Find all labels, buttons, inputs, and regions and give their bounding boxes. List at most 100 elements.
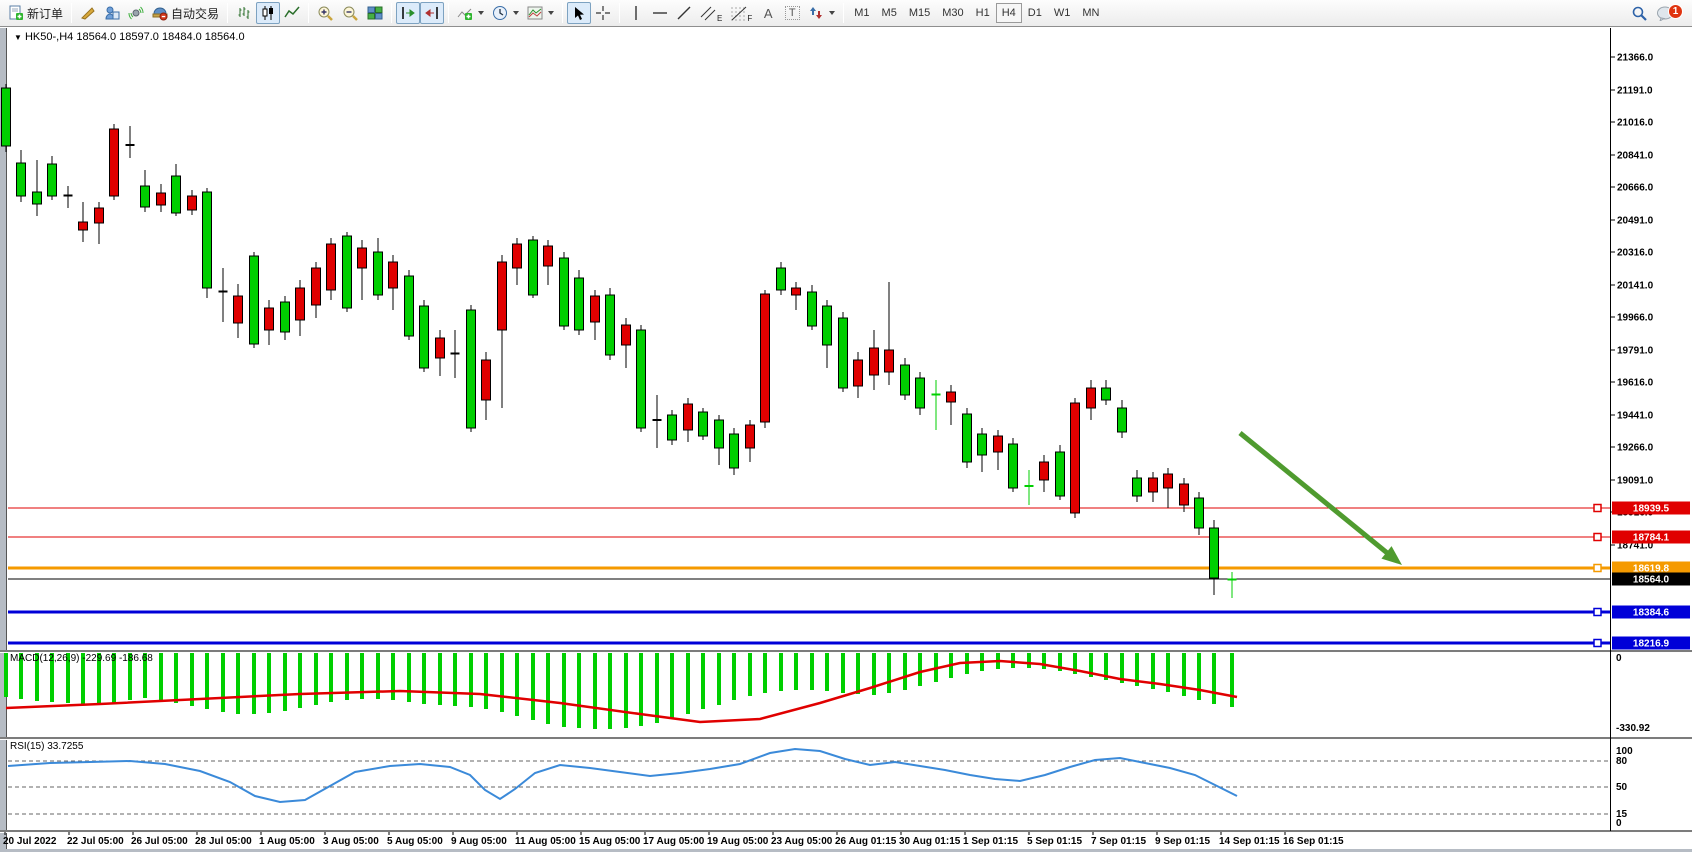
search-button[interactable] [1627, 2, 1652, 24]
line-chart-icon [284, 6, 300, 18]
templates-button[interactable] [523, 2, 558, 24]
svg-text:14 Sep 01:15: 14 Sep 01:15 [1219, 836, 1280, 847]
svg-text:19791.0: 19791.0 [1617, 346, 1654, 357]
timeframe-h4[interactable]: H4 [995, 3, 1022, 23]
text-label-icon: T [784, 6, 800, 20]
template-icon [527, 6, 543, 20]
market-watch-icon [81, 7, 95, 20]
separator [71, 3, 73, 23]
terminal-icon [128, 6, 144, 20]
collapse-triangle-icon: ▼ [14, 33, 22, 42]
notifications-button[interactable]: 1 [1652, 2, 1683, 24]
new-order-button[interactable]: 新订单 [4, 2, 67, 24]
chart-shift-button[interactable] [420, 2, 445, 24]
separator [448, 3, 450, 23]
horizontal-line-tool[interactable] [648, 2, 672, 24]
crosshair-button[interactable] [591, 2, 615, 24]
cursor-arrow-icon [575, 6, 585, 20]
zoom-in-button[interactable] [313, 2, 338, 24]
tile-windows-button[interactable] [363, 2, 387, 24]
svg-text:30 Aug 01:15: 30 Aug 01:15 [899, 836, 961, 847]
svg-text:5 Aug 05:00: 5 Aug 05:00 [387, 836, 443, 847]
channel-letter: E [717, 14, 723, 23]
main-toolbar: 新订单 自动交易 [0, 0, 1692, 27]
bar-chart-button[interactable] [232, 2, 256, 24]
svg-text:0: 0 [1616, 653, 1622, 664]
svg-text:18939.5: 18939.5 [1633, 504, 1670, 515]
trendline-tool[interactable] [672, 2, 696, 24]
svg-text:23 Aug 05:00: 23 Aug 05:00 [771, 836, 833, 847]
text-tool[interactable]: A [756, 2, 780, 24]
svg-text:18384.6: 18384.6 [1633, 608, 1670, 619]
timeframe-mn[interactable]: MN [1082, 7, 1100, 19]
indicators-icon [457, 8, 473, 20]
line-chart-button[interactable] [280, 2, 304, 24]
separator [562, 3, 564, 23]
svg-text:15: 15 [1616, 809, 1628, 820]
fibo-letter: F [747, 14, 753, 23]
timeframe-h1[interactable]: H1 [975, 7, 990, 19]
svg-text:28 Jul 05:00: 28 Jul 05:00 [195, 836, 252, 847]
trendline-icon [677, 6, 691, 20]
autotrading-button[interactable]: 自动交易 [148, 2, 223, 24]
svg-text:9 Sep 01:15: 9 Sep 01:15 [1155, 836, 1210, 847]
chart-shift-icon [425, 7, 438, 19]
channel-icon [700, 6, 716, 21]
text-label-tool[interactable]: T [780, 2, 804, 24]
separator [619, 3, 621, 23]
vertical-line-icon [635, 6, 637, 20]
svg-text:20 Jul 2022: 20 Jul 2022 [3, 836, 57, 847]
search-icon [1632, 6, 1647, 21]
bar-chart-icon [238, 7, 250, 19]
timeframe-w1[interactable]: W1 [1053, 7, 1071, 19]
timeframe-m15[interactable]: M15 [908, 7, 931, 19]
svg-text:21191.0: 21191.0 [1617, 86, 1653, 97]
svg-text:50: 50 [1616, 782, 1628, 793]
candlestick-chart-icon [262, 6, 274, 20]
separator [843, 3, 845, 23]
fibonacci-tool[interactable]: F [726, 2, 756, 24]
indicators-button[interactable] [453, 2, 488, 24]
equidistant-channel-tool[interactable]: E [696, 2, 726, 24]
zoom-in-icon [318, 6, 333, 21]
market-watch-button[interactable] [76, 2, 100, 24]
svg-text:16 Sep 01:15: 16 Sep 01:15 [1283, 836, 1344, 847]
candlestick-chart-button[interactable] [256, 2, 281, 24]
periods-button[interactable] [488, 2, 523, 24]
crosshair-icon [596, 6, 611, 20]
rsi-indicator-label: RSI(15) 33.7255 [10, 741, 84, 752]
new-order-label: 新订单 [27, 6, 64, 21]
svg-text:20666.0: 20666.0 [1617, 183, 1654, 194]
zoom-out-button[interactable] [338, 2, 363, 24]
chevron-down-icon [478, 11, 485, 15]
notification-badge: 1 [1668, 4, 1683, 19]
auto-scroll-button[interactable] [396, 2, 421, 24]
vertical-line-tool[interactable] [624, 2, 648, 24]
svg-text:18619.8: 18619.8 [1633, 564, 1670, 575]
navigator-icon [105, 6, 120, 20]
svg-text:21366.0: 21366.0 [1617, 53, 1654, 64]
svg-text:22 Jul 05:00: 22 Jul 05:00 [67, 836, 124, 847]
timeframe-d1[interactable]: D1 [1027, 7, 1042, 19]
svg-text:3 Aug 05:00: 3 Aug 05:00 [323, 836, 379, 847]
svg-text:20141.0: 20141.0 [1617, 281, 1654, 292]
svg-text:19616.0: 19616.0 [1617, 378, 1654, 389]
timeframe-m1[interactable]: M1 [854, 7, 870, 19]
svg-text:18784.1: 18784.1 [1633, 533, 1670, 544]
arrows-tool[interactable] [804, 2, 839, 24]
new-order-icon [9, 5, 23, 20]
timeframe-m5[interactable]: M5 [881, 7, 897, 19]
chevron-down-icon [829, 11, 836, 15]
timeframe-m30[interactable]: M30 [942, 7, 964, 19]
svg-text:19966.0: 19966.0 [1617, 313, 1654, 324]
chart-symbol-period: HK50-,H4 [24, 31, 74, 43]
chart-ohlc-values: 18564.0 18597.0 18484.0 18564.0 [76, 31, 245, 43]
svg-text:7 Sep 01:15: 7 Sep 01:15 [1091, 836, 1146, 847]
chevron-down-icon [513, 11, 520, 15]
terminal-button[interactable] [124, 2, 148, 24]
navigator-button[interactable] [100, 2, 124, 24]
arrows-icon [810, 7, 823, 19]
separator [391, 3, 393, 23]
cursor-button[interactable] [567, 2, 592, 24]
